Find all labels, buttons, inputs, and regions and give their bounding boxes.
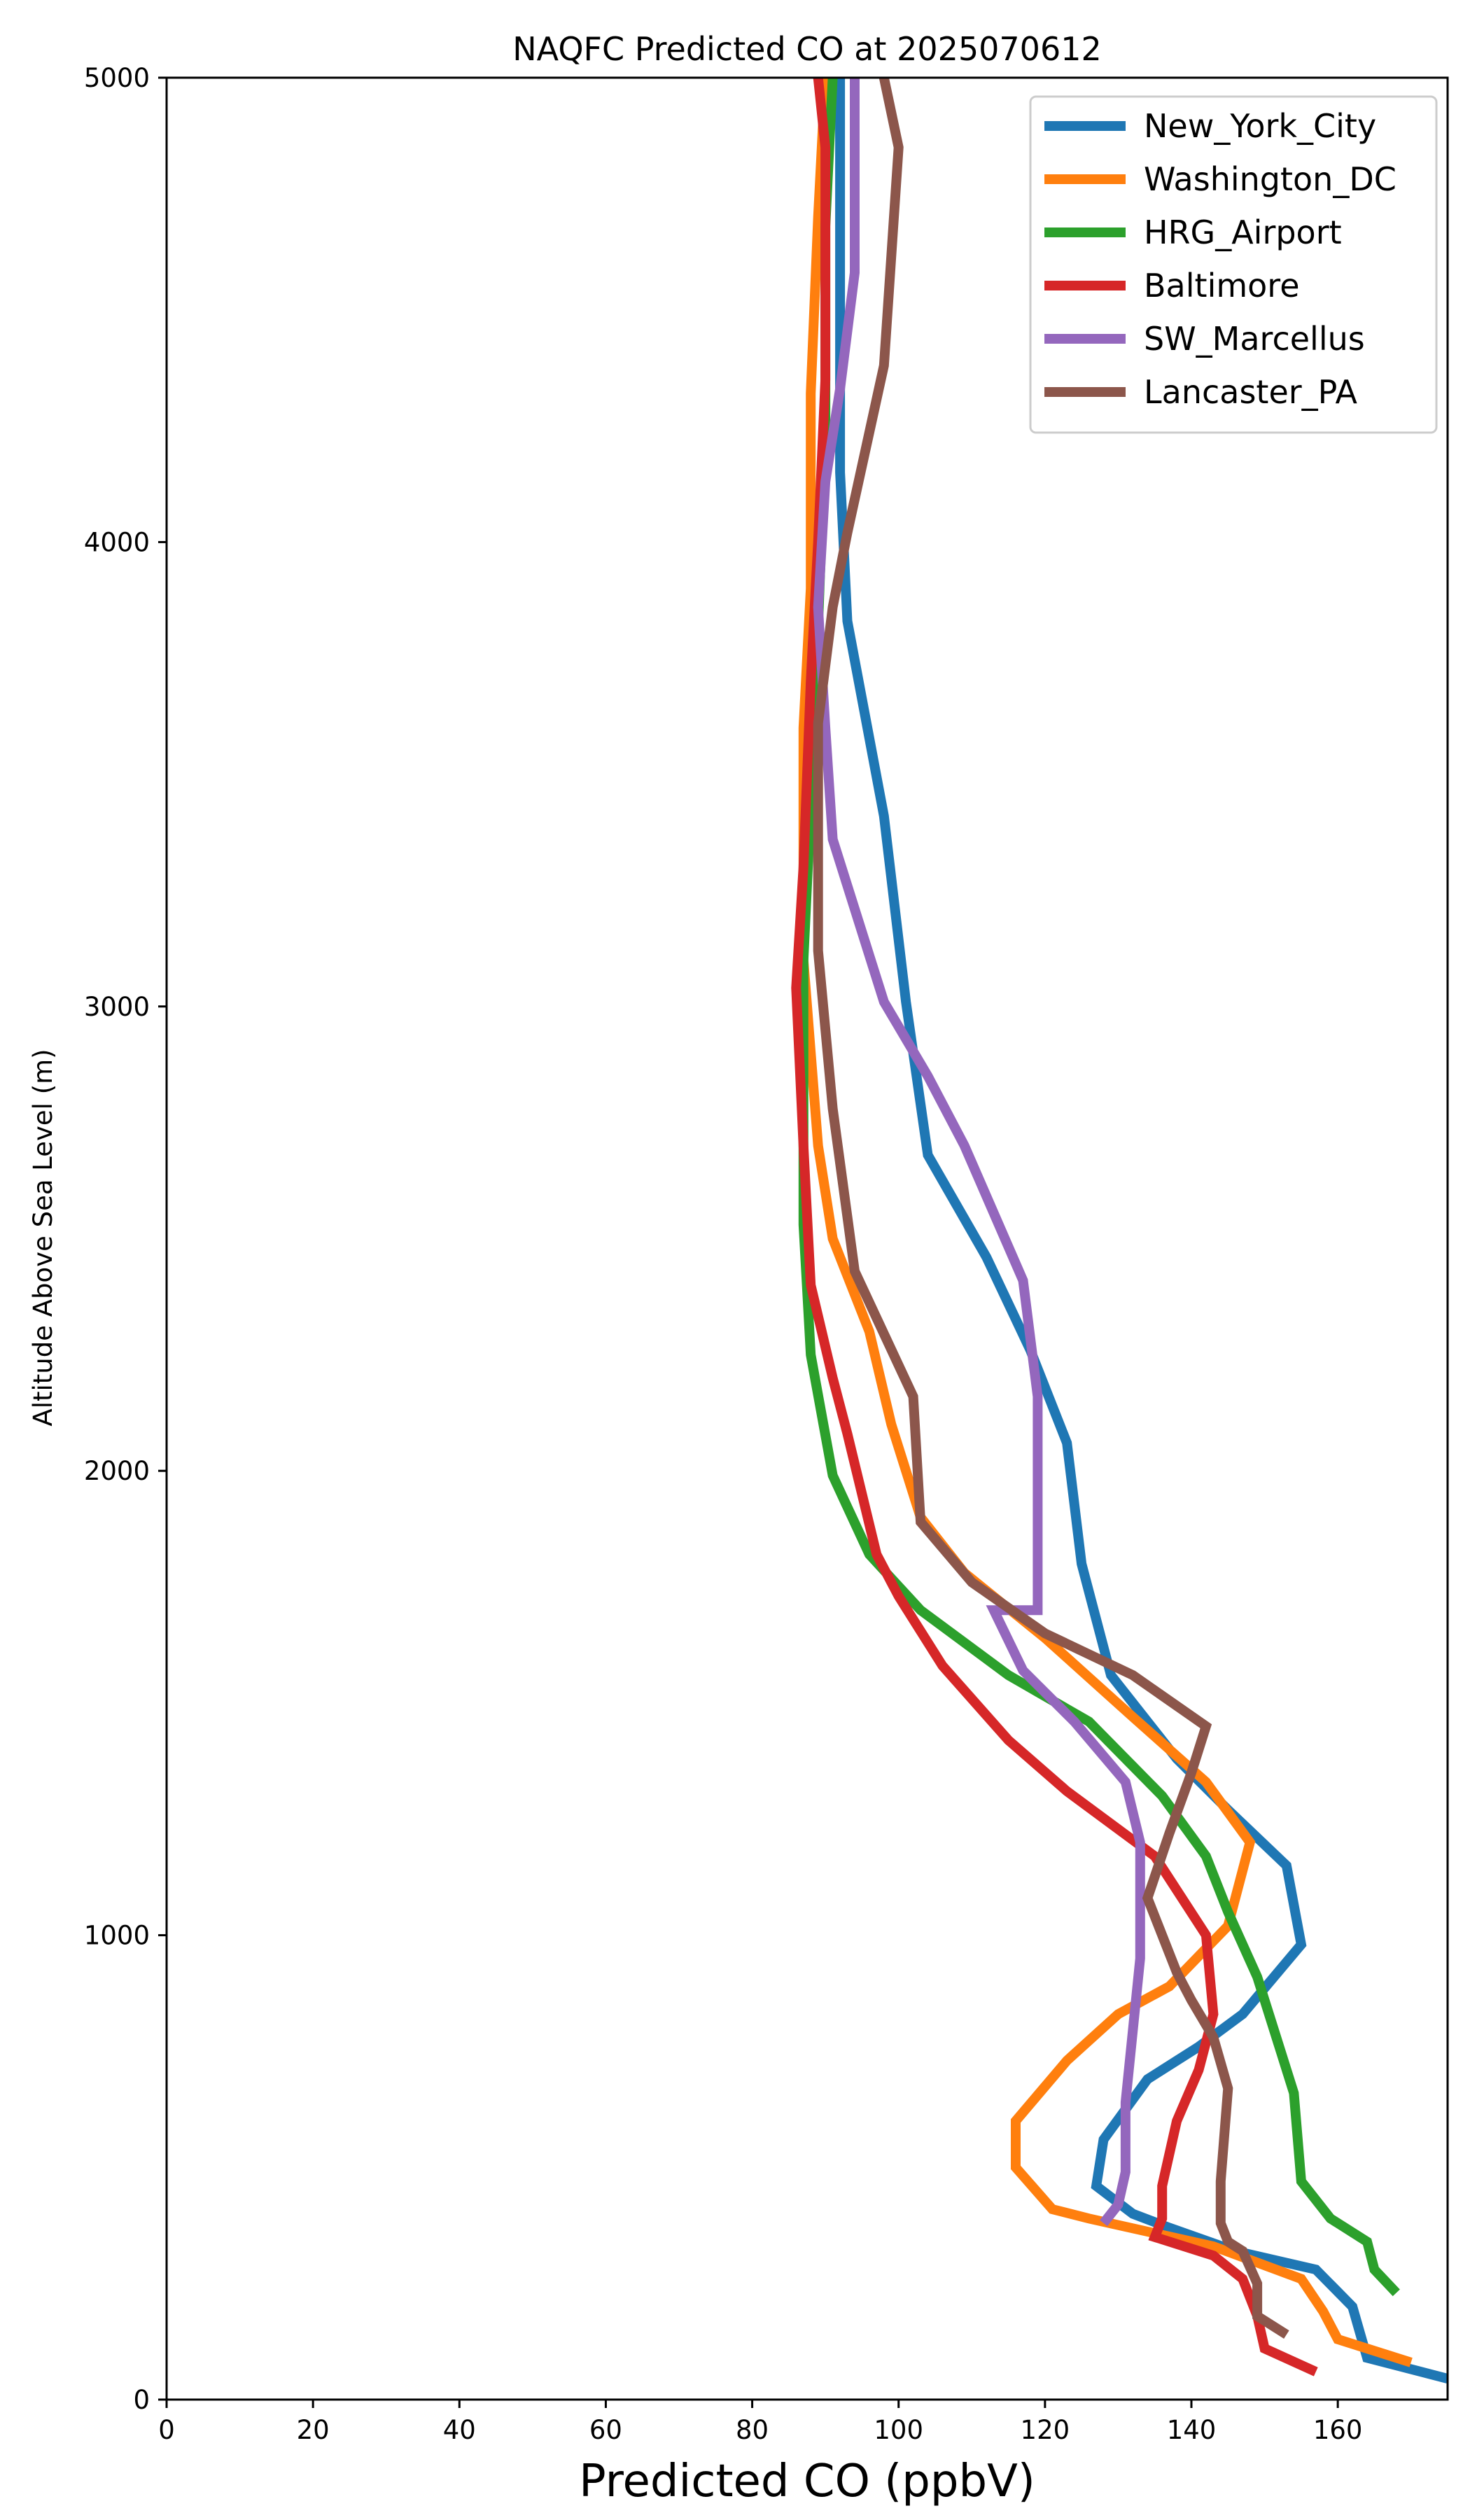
legend-label: New_York_City (1144, 107, 1376, 145)
y-tick-label: 3000 (84, 992, 150, 1022)
y-tick-label: 2000 (84, 1456, 150, 1486)
series-line-baltimore (791, 78, 1318, 2376)
series-line-sw-marcellus (813, 78, 1145, 2227)
legend-label: Lancaster_PA (1144, 373, 1357, 411)
legend: New_York_City Washington_DC HRG_Airport Bal… (1029, 95, 1438, 434)
x-tick-label: 40 (443, 2415, 476, 2445)
x-tick-label: 80 (736, 2415, 769, 2445)
x-axis-label: Predicted CO (ppbV) (579, 2456, 1035, 2507)
x-tick-label: 100 (874, 2415, 923, 2445)
legend-box (1029, 95, 1438, 434)
x-tick-label: 160 (1313, 2415, 1363, 2445)
y-tick-label: 1000 (84, 1921, 150, 1951)
y-tick-label: 4000 (84, 527, 150, 557)
legend-label: Baltimore (1144, 267, 1300, 304)
x-tick-label: 0 (158, 2415, 175, 2445)
series-line-lancaster-pa (813, 78, 1289, 2339)
plot-frame (165, 76, 1449, 2401)
legend-label: SW_Marcellus (1144, 320, 1365, 358)
x-tick-label: 60 (589, 2415, 622, 2445)
y-tick-label: 0 (133, 2385, 150, 2415)
y-tick-label: 5000 (84, 63, 150, 93)
x-tick-label: 20 (297, 2415, 330, 2445)
chart-title: NAQFC Predicted CO at 2025070612 (512, 30, 1102, 68)
x-tick-label: 140 (1167, 2415, 1217, 2445)
legend-label: HRG_Airport (1144, 214, 1342, 251)
x-axis: 0 20 40 60 80 100 120 140 160 (158, 2400, 1362, 2445)
y-axis: 0 1000 2000 3000 4000 5000 (84, 63, 167, 2415)
legend-label: Washington_DC (1144, 160, 1396, 198)
y-axis-label: Altitude Above Sea Level (m) (28, 1049, 58, 1426)
x-tick-label: 120 (1021, 2415, 1070, 2445)
plot-lines (791, 78, 1448, 2384)
